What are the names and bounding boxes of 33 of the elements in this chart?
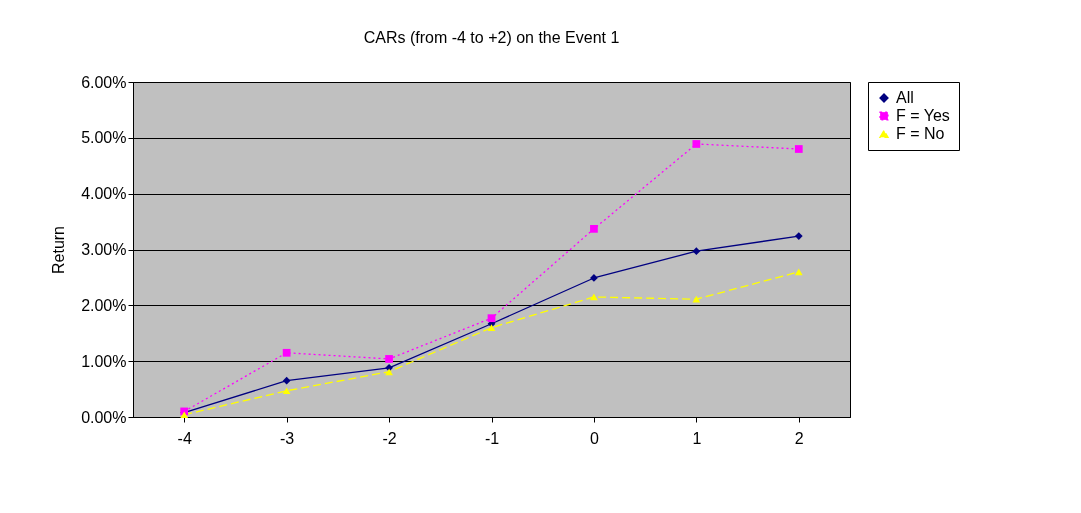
point — [794, 232, 803, 240]
point — [282, 387, 291, 395]
y-tick-label: 4.00% — [81, 185, 127, 203]
point — [385, 355, 393, 363]
y-tick-label: 0.00% — [81, 408, 127, 426]
legend-label: F = No — [896, 125, 945, 142]
x-tick-label: 1 — [692, 429, 702, 447]
y-tick-label: 3.00% — [81, 241, 127, 258]
point — [487, 314, 496, 323]
y-tick-label: 1.00% — [81, 352, 127, 370]
point — [590, 224, 598, 233]
point — [794, 268, 803, 276]
point — [692, 295, 701, 303]
point — [487, 324, 496, 332]
chart-title: CARs (from -4 to +2) on the Event 1 — [363, 29, 620, 46]
y-tick-label: 5.00% — [81, 129, 127, 147]
legend-label: F = Yes — [896, 107, 950, 124]
legend-label: All — [896, 89, 914, 106]
y-tick-label: 6.00% — [81, 73, 127, 91]
x-tick-label: 2 — [794, 429, 804, 447]
point — [692, 247, 701, 256]
x-tick-label: -2 — [382, 429, 397, 447]
point — [692, 140, 701, 148]
point — [794, 145, 803, 153]
x-tick-label: 0 — [589, 429, 599, 447]
x-tick-label: -4 — [177, 429, 192, 447]
point — [385, 368, 393, 376]
x-tick-label: -1 — [484, 429, 500, 447]
y-axis-title: Return — [50, 225, 68, 275]
x-tick-label: -3 — [280, 429, 295, 447]
point — [282, 376, 291, 385]
y-tick-label: 2.00% — [81, 296, 127, 314]
point — [282, 348, 291, 357]
